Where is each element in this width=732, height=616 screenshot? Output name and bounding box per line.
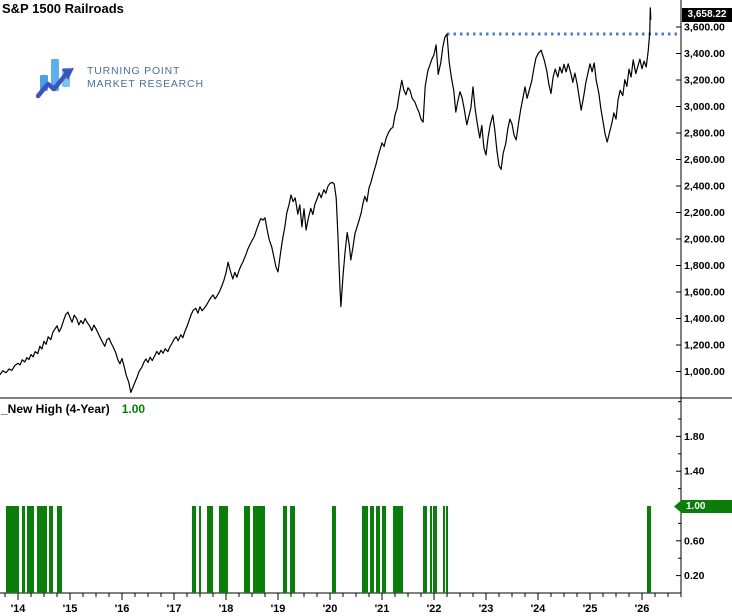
brand-line2: MARKET RESEARCH <box>87 78 204 90</box>
x-tick-label: '15 <box>63 603 78 615</box>
x-tick-label: '22 <box>427 603 442 615</box>
x-tick-label: '17 <box>167 603 182 615</box>
new-high-bar <box>252 506 265 593</box>
new-high-bar <box>22 506 26 593</box>
new-high-bar <box>376 506 381 593</box>
x-tick-label: '24 <box>531 603 547 615</box>
new-high-bar <box>26 506 35 593</box>
new-high-bar <box>5 506 19 593</box>
y-tick-label: 2,000.00 <box>684 234 725 246</box>
new-high-bar <box>446 506 449 593</box>
x-tick-label: '18 <box>219 603 234 615</box>
new-high-bar <box>369 506 374 593</box>
indicator-name: _New High (4-Year) <box>1 402 110 416</box>
y-tick-label: 2,800.00 <box>684 128 725 140</box>
x-tick-label: '21 <box>375 603 390 615</box>
new-high-bar <box>207 506 213 593</box>
y-tick-label: 1,400.00 <box>684 313 725 325</box>
new-high-bar <box>191 506 196 593</box>
x-tick-label: '26 <box>635 603 650 615</box>
new-high-bar <box>199 506 202 593</box>
brand-logo: TURNING POINT MARKET RESEARCH <box>36 56 204 100</box>
brand-name: TURNING POINT MARKET RESEARCH <box>87 65 204 91</box>
y-tick-label: 2,400.00 <box>684 181 725 193</box>
y-tick-label: 1,200.00 <box>684 340 725 352</box>
new-high-bar <box>646 506 651 593</box>
y-tick-label: 3,200.00 <box>684 75 725 87</box>
last-price-tag: 3,658.22 <box>682 8 732 22</box>
new-high-bar <box>243 506 251 593</box>
indicator-value: 1.00 <box>121 402 146 416</box>
x-tick-label: '14 <box>11 603 27 615</box>
x-tick-label: '25 <box>583 603 598 615</box>
bar-chart-arrow-icon <box>36 59 74 99</box>
new-high-bar <box>290 506 296 593</box>
new-high-bar <box>433 506 438 593</box>
y-tick-label: 1,000.00 <box>684 366 725 378</box>
new-high-bar <box>393 506 404 593</box>
brand-line1: TURNING POINT <box>87 65 181 77</box>
new-high-bar <box>429 506 433 593</box>
x-tick-label: '19 <box>271 603 286 615</box>
new-high-bar <box>331 506 336 593</box>
y-tick-label: 3,000.00 <box>684 101 725 113</box>
y-tick-label: 3,400.00 <box>684 48 725 60</box>
y-tick-label: 0.20 <box>684 570 705 582</box>
new-high-bar <box>282 506 287 593</box>
indicator-value-tag: 1.00 <box>674 500 732 513</box>
new-high-bar <box>382 506 387 593</box>
new-high-bar <box>48 506 53 593</box>
new-high-bar <box>36 506 48 593</box>
x-tick-label: '20 <box>323 603 338 615</box>
x-tick-label: '16 <box>115 603 130 615</box>
y-tick-label: 1.80 <box>684 431 705 443</box>
y-tick-label: 2,200.00 <box>684 207 725 219</box>
y-tick-label: 3,600.00 <box>684 22 725 34</box>
new-high-bar <box>57 506 62 593</box>
y-tick-label: 1,600.00 <box>684 287 725 299</box>
indicator-legend: _New High (4-Year) 1.00 <box>1 402 145 416</box>
new-high-bar <box>361 506 369 593</box>
x-tick-label: '23 <box>479 603 494 615</box>
y-tick-label: 2,600.00 <box>684 154 725 166</box>
chart-title: S&P 1500 Railroads <box>2 1 124 16</box>
new-high-bar <box>442 506 445 593</box>
new-high-bar <box>218 506 228 593</box>
y-tick-label: 0.60 <box>684 535 705 547</box>
y-tick-label: 1.40 <box>684 466 705 478</box>
price-line <box>0 7 652 393</box>
y-tick-label: 1,800.00 <box>684 260 725 272</box>
new-high-bar <box>422 506 427 593</box>
